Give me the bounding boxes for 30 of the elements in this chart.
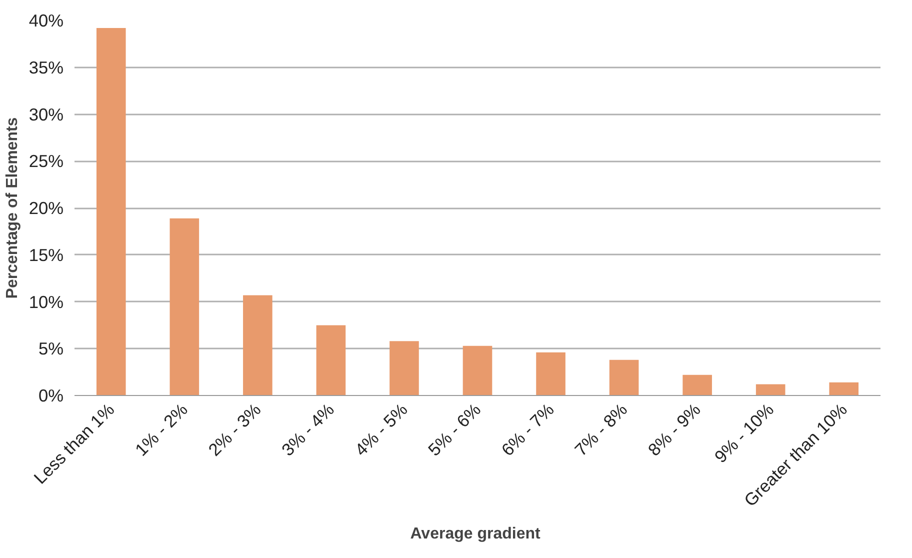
bar: [756, 384, 786, 396]
x-tick-label: 8% - 9%: [644, 399, 704, 460]
y-tick-label: 0%: [38, 386, 64, 406]
x-tick-label: 1% - 2%: [131, 399, 192, 460]
x-axis-title: Average gradient: [410, 525, 542, 542]
y-tick-label: 5%: [38, 338, 64, 359]
y-tick-label: 30%: [28, 104, 64, 124]
bar: [96, 28, 126, 396]
y-axis-title: Percentage of Elements: [4, 117, 21, 299]
bar: [316, 325, 346, 396]
bar: [682, 374, 712, 396]
y-tick-label: 25%: [28, 151, 64, 172]
y-tick-label: 35%: [28, 57, 64, 78]
y-tick-label: 20%: [28, 198, 64, 218]
y-tick-label: 40%: [28, 10, 64, 30]
bar: [829, 382, 859, 396]
bar: [170, 218, 200, 396]
x-tick-label: 3% - 4%: [278, 399, 338, 460]
bar: [609, 360, 639, 396]
bar: [536, 352, 566, 396]
x-tick-label: 7% - 8%: [570, 399, 632, 460]
bar: [390, 341, 419, 396]
x-tick-label: 5% - 6%: [424, 399, 485, 460]
y-tick-label: 15%: [28, 244, 64, 265]
y-tick-label: 10%: [28, 292, 64, 312]
x-tick-label: 2% - 3%: [204, 399, 265, 460]
bar: [462, 346, 492, 396]
x-tick-label: 4% - 5%: [350, 399, 412, 460]
bar: [243, 295, 272, 396]
x-tick-label: 6% - 7%: [497, 399, 558, 460]
